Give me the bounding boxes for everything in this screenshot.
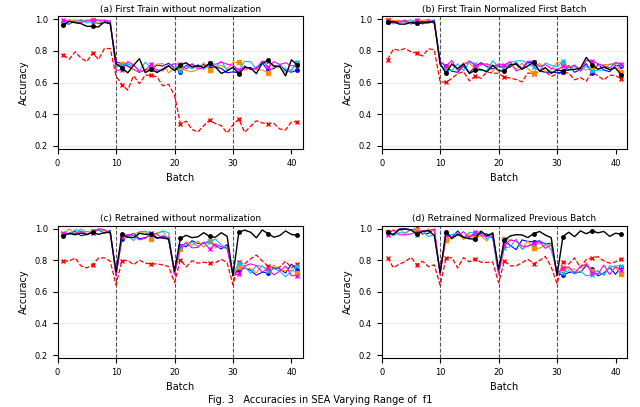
Title: (c) Retrained without normalization: (c) Retrained without normalization: [100, 214, 261, 223]
Text: Fig. 3   Accuracies in SEA Varying Range of  f1: Fig. 3 Accuracies in SEA Varying Range o…: [208, 395, 432, 405]
X-axis label: Batch: Batch: [166, 173, 195, 183]
Y-axis label: Accuracy: Accuracy: [343, 269, 353, 314]
Y-axis label: Accuracy: Accuracy: [19, 269, 29, 314]
X-axis label: Batch: Batch: [166, 383, 195, 392]
Title: (b) First Train Normalized First Batch: (b) First Train Normalized First Batch: [422, 5, 587, 14]
Title: (a) First Train without normalization: (a) First Train without normalization: [100, 5, 261, 14]
X-axis label: Batch: Batch: [490, 173, 518, 183]
Y-axis label: Accuracy: Accuracy: [343, 60, 353, 105]
Y-axis label: Accuracy: Accuracy: [19, 60, 29, 105]
Title: (d) Retrained Normalized Previous Batch: (d) Retrained Normalized Previous Batch: [412, 214, 596, 223]
X-axis label: Batch: Batch: [490, 383, 518, 392]
